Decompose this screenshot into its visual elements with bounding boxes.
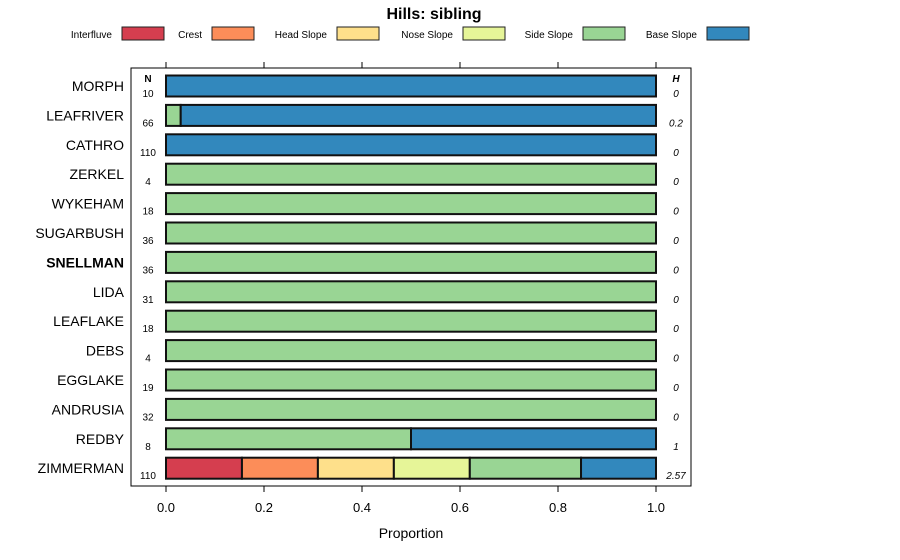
category-label: ANDRUSIA xyxy=(52,401,125,417)
legend-swatch xyxy=(336,26,380,41)
n-value: 36 xyxy=(142,236,154,247)
n-value: 4 xyxy=(145,354,151,365)
bar-segment xyxy=(316,456,395,480)
legend-swatch xyxy=(121,26,165,41)
h-value: 0 xyxy=(673,148,679,159)
h-value: 2.57 xyxy=(665,471,686,482)
category-label: DEBS xyxy=(86,343,124,359)
category-label: ZERKEL xyxy=(70,166,125,182)
legend-swatch xyxy=(582,26,626,41)
legend-swatch xyxy=(706,26,750,41)
legend: Interfluve Crest Head Slope Nose Slope Side … xyxy=(71,26,750,41)
h-value: 0 xyxy=(673,265,679,276)
x-tick-label: 0.6 xyxy=(451,500,469,515)
legend-label: Interfluve xyxy=(71,30,113,41)
plot-panel xyxy=(130,67,692,487)
legend-label: Head Slope xyxy=(275,30,328,41)
bar-segment xyxy=(240,456,319,480)
legend-swatch xyxy=(211,26,255,41)
n-value: 36 xyxy=(142,265,154,276)
category-label: WYKEHAM xyxy=(52,196,124,212)
bar-segment xyxy=(580,456,658,480)
bar-segment xyxy=(410,427,657,451)
h-value: 0 xyxy=(673,236,679,247)
bar-segment xyxy=(165,221,657,245)
h-value: 0 xyxy=(673,412,679,423)
h-value: 0 xyxy=(673,354,679,365)
bar-segment xyxy=(179,103,657,127)
h-value: 1 xyxy=(673,442,679,453)
bar-segment xyxy=(165,427,412,451)
dendrogram xyxy=(712,86,732,439)
category-label: SUGARBUSH xyxy=(35,225,124,241)
bar-segment xyxy=(468,456,583,480)
bar-segment xyxy=(165,456,243,480)
n-value: 4 xyxy=(145,177,151,188)
bar-segment xyxy=(165,368,657,392)
x-tick-label: 0.2 xyxy=(255,500,273,515)
category-label: MORPH xyxy=(72,78,124,94)
n-header: N xyxy=(144,74,151,85)
h-value: 0 xyxy=(673,89,679,100)
x-axis-label: Proportion xyxy=(379,525,444,541)
category-label: SNELLMAN xyxy=(46,254,124,270)
n-value: 10 xyxy=(142,89,154,100)
bar-segment xyxy=(165,162,657,186)
chart-title: Hills: sibling xyxy=(386,6,481,23)
bar-segment xyxy=(392,456,471,480)
category-label: REDBY xyxy=(76,431,125,447)
bar-segment xyxy=(165,280,657,304)
bar-segment xyxy=(165,397,657,421)
bar-segment xyxy=(165,250,657,274)
h-header: H xyxy=(672,74,680,85)
legend-label: Base Slope xyxy=(646,30,698,41)
n-value: 110 xyxy=(140,148,156,159)
x-axis: 0.0 0.2 0.4 0.6 0.8 1.0 xyxy=(157,62,665,515)
legend-label: Crest xyxy=(178,30,202,41)
bar-segment xyxy=(165,309,657,333)
bar-segment xyxy=(165,74,657,98)
category-label: LEAFLAKE xyxy=(53,313,124,329)
bar-segment xyxy=(165,133,657,157)
h-value: 0 xyxy=(673,383,679,394)
bar-segment xyxy=(165,339,657,363)
x-tick-label: 1.0 xyxy=(647,500,665,515)
n-value: 8 xyxy=(145,442,151,453)
n-value: 66 xyxy=(142,118,154,129)
category-label: ZIMMERMAN xyxy=(38,460,124,476)
n-value: 110 xyxy=(140,471,156,482)
x-tick-label: 0.8 xyxy=(549,500,567,515)
category-label: CATHRO xyxy=(66,137,124,153)
category-label: EGGLAKE xyxy=(57,372,124,388)
category-label: LEAFRIVER xyxy=(46,107,124,123)
n-value: 31 xyxy=(142,295,154,306)
h-value: 0 xyxy=(673,177,679,188)
h-value: 0.2 xyxy=(669,118,683,129)
bar-segment xyxy=(165,103,182,127)
legend-label: Nose Slope xyxy=(401,30,453,41)
legend-swatch xyxy=(462,26,506,41)
bar-segment xyxy=(165,192,657,216)
legend-label: Side Slope xyxy=(525,30,574,41)
n-value: 19 xyxy=(142,383,154,394)
h-value: 0 xyxy=(673,207,679,218)
n-value: 18 xyxy=(142,207,154,218)
h-value: 0 xyxy=(673,324,679,335)
h-value: 0 xyxy=(673,295,679,306)
x-tick-label: 0.0 xyxy=(157,500,175,515)
n-value: 18 xyxy=(142,324,154,335)
n-value: 32 xyxy=(142,412,154,423)
category-label: LIDA xyxy=(93,284,125,300)
x-tick-label: 0.4 xyxy=(353,500,371,515)
